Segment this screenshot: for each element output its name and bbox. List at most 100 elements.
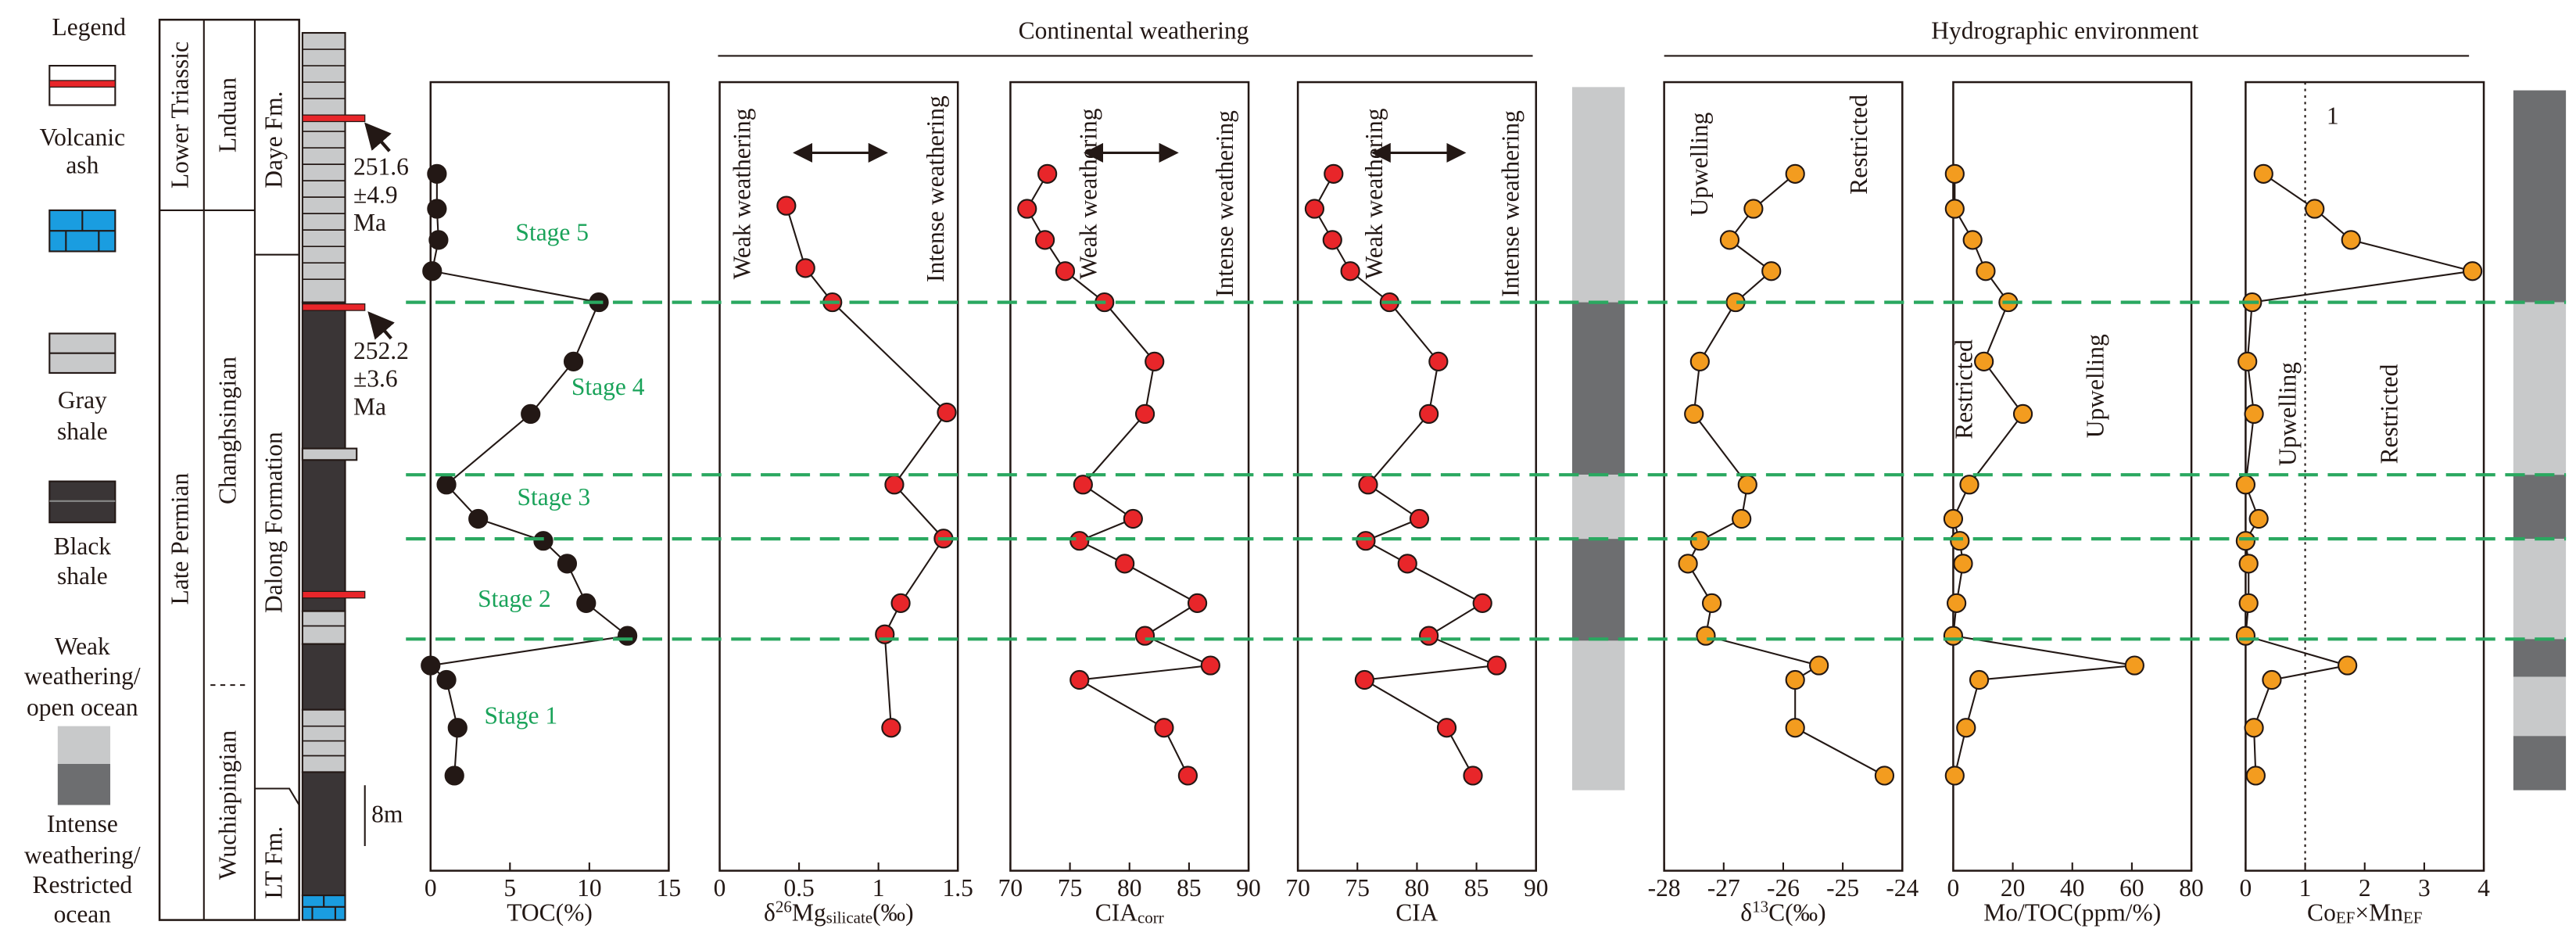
data-point: [421, 655, 441, 676]
data-point: [1953, 554, 1973, 574]
data-point: [890, 593, 911, 613]
data-point: [937, 402, 957, 423]
data-point: [563, 351, 584, 371]
legend-text: Volcanic: [40, 124, 126, 151]
data-point: [1354, 669, 1375, 690]
x-axis-title-part: 26: [776, 898, 792, 916]
gray-shale: [301, 31, 346, 303]
stage-label: Changhsingian: [214, 357, 242, 504]
ocean-bar: [2513, 90, 2567, 791]
legend-text: shale: [57, 418, 108, 445]
interval: [2513, 676, 2567, 737]
data-point: [2305, 199, 2325, 219]
legend-text: Weak: [55, 633, 110, 660]
strat-frame: [158, 18, 300, 921]
panel: 70 75 80 85 90 CIAcorr Weak weathering Intense …: [998, 81, 1261, 927]
data-point: [1419, 403, 1439, 425]
interval: [1571, 640, 1625, 791]
annotation: Upwelling: [2082, 334, 2109, 438]
data-point: [2235, 475, 2256, 495]
annotation: Restricted: [1845, 95, 1872, 195]
x-tick-label: 80: [1405, 874, 1430, 902]
data-point: [1322, 230, 1342, 250]
x-axis-title-part: C(‰): [1768, 899, 1826, 927]
panel: 0 5 10 15 TOC(%): [421, 81, 681, 927]
header: Continental weathering: [1019, 16, 1249, 44]
data-point: [1785, 718, 1805, 738]
gray-shale: [301, 447, 358, 461]
interval: [2513, 475, 2567, 540]
x-axis-title-part: silicate: [826, 908, 872, 927]
data-point: [795, 258, 815, 278]
data-point: [1944, 199, 1965, 219]
data-point: [776, 195, 797, 216]
system-label: Late Permian: [167, 472, 194, 604]
interval: [1571, 475, 1625, 540]
reference-label: 1: [2327, 102, 2339, 130]
data-point: [2253, 163, 2273, 184]
data-point: [427, 163, 447, 184]
data-point: [2248, 508, 2269, 529]
x-tick-label: 70: [1285, 874, 1310, 902]
interval: [2513, 90, 2567, 303]
data-point: [1943, 508, 1964, 529]
scale-bar-label: 8m: [371, 800, 403, 827]
x-axis-title: TOC(%): [507, 899, 593, 927]
data-point: [1684, 403, 1704, 425]
volcanic-ash: [302, 590, 366, 599]
data-point: [2238, 554, 2259, 574]
data-point: [1743, 199, 1764, 219]
x-tick-label: 1: [872, 874, 885, 902]
x-axis-title: CIAcorr: [1095, 899, 1164, 927]
data-point: [2341, 230, 2361, 250]
legend-text: shale: [57, 562, 108, 590]
header: Hydrographic environment: [1931, 16, 2198, 44]
data-point: [1950, 531, 1970, 551]
age-label: ±4.9: [353, 181, 398, 208]
annotation: Restricted: [2376, 364, 2403, 464]
age-label: Ma: [353, 393, 386, 420]
stage-boundaries: Stage 5 Stage 4 Stage 3 Stage 2 Stage 1: [406, 219, 2567, 729]
interval: [2513, 302, 2567, 475]
data-point: [881, 718, 901, 738]
x-tick-label: 85: [1177, 874, 1202, 902]
annotation: Restricted: [1950, 339, 1977, 439]
panel: -28 -27 -26 -25 -24 δ13C(‰) Upwelling Restricte…: [1648, 81, 1919, 927]
x-tick-label: 0: [714, 874, 726, 902]
data-point: [2245, 766, 2266, 786]
x-tick-label: 85: [1464, 874, 1489, 902]
data-point: [2262, 669, 2282, 690]
x-axis-title-part: Co: [2307, 899, 2336, 927]
formation-label: LT Fm.: [260, 826, 287, 899]
annotation: Weak weathering: [728, 108, 755, 279]
data-point: [1436, 718, 1457, 738]
stage-label: Stage 4: [571, 373, 645, 400]
data-point: [1785, 163, 1805, 184]
data-point: [576, 593, 597, 613]
x-axis-title: CIA: [1395, 899, 1438, 927]
stage-label: Stage 3: [518, 483, 591, 511]
data-point: [1134, 626, 1155, 646]
x-axis-title: Mo/TOC(ppm/%): [1983, 899, 2161, 927]
data-point: [447, 718, 468, 738]
data-point: [2462, 261, 2483, 281]
x-tick-label: 80: [2179, 874, 2204, 902]
interval: [2513, 639, 2567, 677]
data-point: [1356, 531, 1376, 551]
data-point: [1943, 626, 1964, 646]
formation-label: Daye Fm.: [260, 91, 287, 188]
x-axis-title: δ13C(‰): [1740, 898, 1825, 927]
data-point: [1689, 351, 1710, 371]
data-point: [1974, 351, 1994, 371]
data-point: [468, 508, 489, 529]
data-point: [1358, 475, 1378, 495]
data-point: [1069, 531, 1090, 551]
black-shale: [301, 643, 346, 711]
legend-swatch: [57, 726, 111, 764]
data-point: [444, 766, 464, 786]
annotation: Intense weathering: [922, 95, 949, 282]
x-tick-label: 0: [2240, 874, 2252, 902]
legend-text: weathering/: [24, 841, 141, 869]
volcanic-ash: [302, 303, 366, 311]
